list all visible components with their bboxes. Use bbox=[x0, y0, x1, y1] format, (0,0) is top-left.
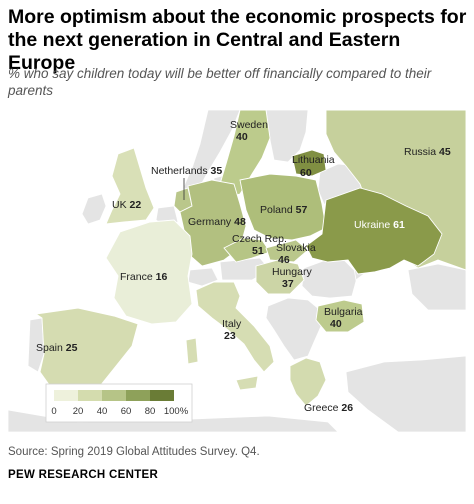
map-svg: Sweden 40 Russia 45 Lithuania 60 Netherl… bbox=[8, 110, 466, 432]
label-germany: Germany 48 bbox=[188, 216, 246, 228]
label-spain: Spain 25 bbox=[36, 342, 78, 354]
legend-swatch-0 bbox=[54, 390, 78, 401]
label-france: France 16 bbox=[120, 271, 167, 283]
ukraine-shape bbox=[305, 187, 443, 275]
balkans-land bbox=[265, 297, 323, 361]
label-netherlands: Netherlands 35 bbox=[151, 165, 222, 177]
ireland-land bbox=[81, 193, 107, 225]
label-italy: Italy bbox=[222, 318, 242, 330]
france-shape bbox=[105, 219, 193, 325]
country-labels: Sweden 40 Russia 45 Lithuania 60 Netherl… bbox=[36, 119, 451, 414]
value-slovakia: 46 bbox=[278, 254, 290, 266]
value-bulgaria: 40 bbox=[330, 318, 342, 330]
legend-label-4: 80 bbox=[145, 406, 156, 417]
europe-map: Sweden 40 Russia 45 Lithuania 60 Netherl… bbox=[8, 110, 466, 432]
label-sweden: Sweden bbox=[230, 119, 268, 131]
label-uk: UK 22 bbox=[112, 199, 141, 211]
legend-label-1: 20 bbox=[73, 406, 84, 417]
label-bulgaria: Bulgaria bbox=[324, 306, 363, 318]
bulgaria-shape bbox=[315, 299, 365, 333]
legend-swatch-4 bbox=[150, 390, 174, 401]
greece-shape bbox=[289, 357, 327, 407]
slovakia-shape bbox=[265, 239, 309, 263]
value-hungary: 37 bbox=[282, 278, 294, 290]
value-italy: 23 bbox=[224, 330, 236, 342]
legend-swatch-3 bbox=[126, 390, 150, 401]
chart-title: More optimism about the economic prospec… bbox=[8, 6, 467, 74]
legend-label-2: 40 bbox=[97, 406, 108, 417]
italy-shape bbox=[195, 281, 275, 373]
label-russia: Russia 45 bbox=[404, 146, 451, 158]
poland-shape bbox=[239, 173, 327, 241]
legend-swatch-1 bbox=[78, 390, 102, 401]
label-lithuania: Lithuania bbox=[292, 154, 335, 166]
label-greece: Greece 26 bbox=[304, 402, 353, 414]
uk-shape bbox=[105, 147, 155, 225]
hungary-shape bbox=[255, 259, 305, 295]
value-czech: 51 bbox=[252, 245, 264, 257]
legend-swatch-2 bbox=[102, 390, 126, 401]
legend-label-3: 60 bbox=[121, 406, 132, 417]
caucasus-land bbox=[407, 263, 466, 311]
label-czech: Czech Rep. bbox=[232, 233, 287, 245]
legend: 0 20 40 60 80 100% bbox=[45, 383, 193, 423]
label-ukraine: Ukraine 61 bbox=[354, 219, 405, 231]
portugal-land bbox=[27, 317, 45, 373]
data-countries bbox=[34, 110, 466, 407]
value-lithuania: 60 bbox=[300, 167, 312, 179]
brand-label: PEW RESEARCH CENTER bbox=[8, 469, 159, 481]
germany-shape bbox=[179, 179, 247, 267]
lithuania-shape bbox=[291, 149, 327, 177]
label-hungary: Hungary bbox=[272, 266, 312, 278]
value-sweden: 40 bbox=[236, 131, 248, 143]
no-data-land bbox=[8, 110, 466, 432]
label-poland: Poland 57 bbox=[260, 204, 307, 216]
legend-label-0: 0 bbox=[51, 406, 56, 417]
turkey-land bbox=[345, 355, 466, 432]
label-slovakia: Slovakia bbox=[276, 242, 316, 254]
source-note: Source: Spring 2019 Global Attitudes Sur… bbox=[8, 446, 260, 458]
chart-subtitle: % who say children today will be better … bbox=[8, 66, 432, 98]
sardinia-shape bbox=[185, 337, 199, 365]
sweden-shape bbox=[219, 110, 271, 199]
legend-label-5: 100% bbox=[164, 406, 189, 417]
sicily-shape bbox=[235, 375, 259, 391]
